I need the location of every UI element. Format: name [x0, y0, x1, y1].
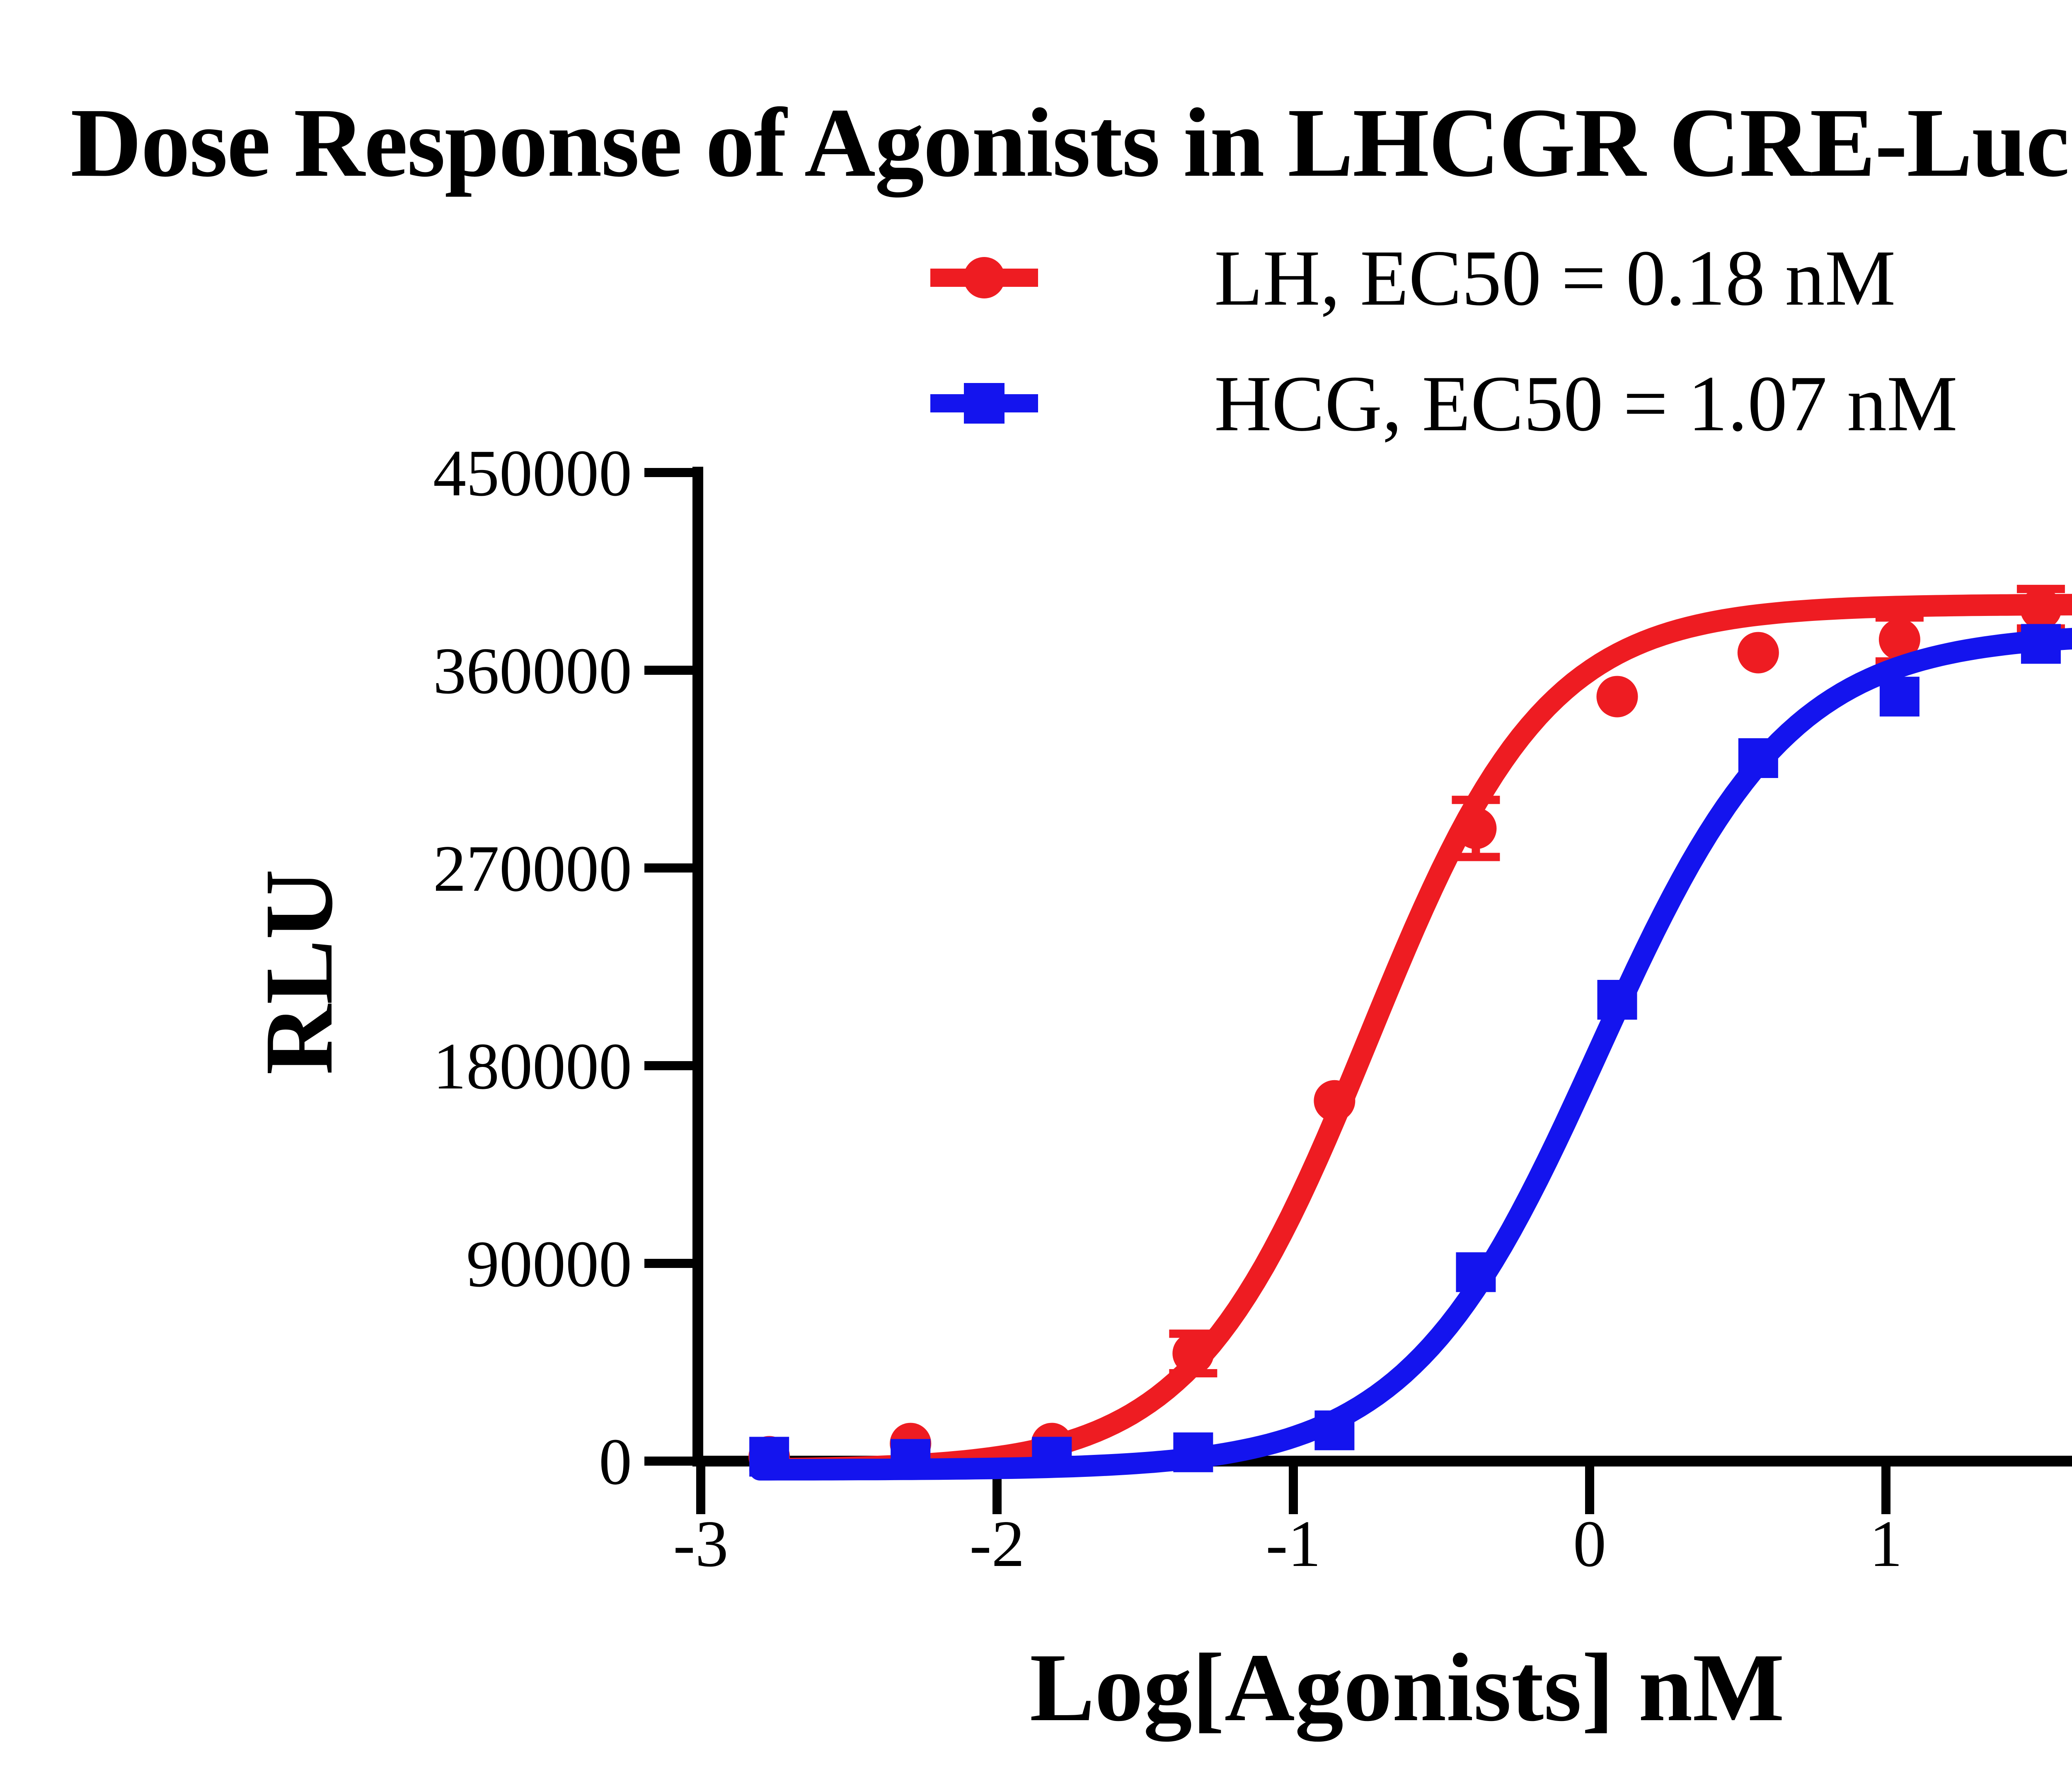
- y-tick-label: 0: [599, 1425, 632, 1498]
- hcg-data-point: [1456, 1252, 1496, 1292]
- lh-data-point: [1172, 1333, 1214, 1374]
- x-tick-label: 1: [1869, 1507, 1903, 1580]
- hcg-data-point: [1879, 676, 1920, 717]
- x-axis-title: Log[Agonists] nM: [1030, 1634, 1784, 1742]
- lh-data-point: [1878, 618, 1920, 660]
- hcg-data-point: [1032, 1437, 1072, 1477]
- lh-fit-curve: [758, 594, 2072, 1480]
- y-tick-label: 270000: [433, 831, 632, 905]
- x-tick-label: 0: [1573, 1507, 1606, 1580]
- chart-title: Dose Response of Agonists in LHCGR CRE-L…: [70, 88, 2072, 197]
- y-tick-label: 90000: [466, 1227, 632, 1301]
- hcg-data-point: [1738, 738, 1778, 778]
- hcg-data-point: [2021, 624, 2061, 664]
- legend-item-hcg: HCG, EC50 = 1.07 nM: [928, 359, 1958, 448]
- hcg-data-point: [1597, 980, 1637, 1020]
- y-axis-line: [692, 467, 703, 1466]
- lh-data-point: [1596, 676, 1638, 717]
- hcg-data-point: [1173, 1432, 1213, 1472]
- y-tick-label: 360000: [433, 634, 632, 708]
- y-tick-label: 180000: [433, 1029, 632, 1103]
- x-tick-label: -2: [969, 1507, 1024, 1580]
- hcg-data-point: [749, 1437, 789, 1477]
- lh-data-point: [1455, 807, 1497, 849]
- hcg-data-point: [1314, 1410, 1355, 1450]
- x-tick-label: -1: [1266, 1507, 1321, 1580]
- lh-data-point: [2020, 588, 2062, 630]
- hcg-legend-marker-icon: [930, 383, 1038, 424]
- hcg-fit-curve: [749, 628, 2072, 1481]
- y-tick-label: 450000: [433, 436, 632, 510]
- legend-item-lh: LH, EC50 = 0.18 nM: [928, 234, 1895, 322]
- x-tick-label: -3: [673, 1507, 728, 1580]
- y-axis-title: RLU: [245, 869, 353, 1075]
- lh-data-point: [1737, 632, 1779, 674]
- lh-legend-marker-icon: [930, 257, 1038, 298]
- legend-label-hcg: HCG, EC50 = 1.07 nM: [1214, 359, 1958, 448]
- legend-label-lh: LH, EC50 = 0.18 nM: [1214, 233, 1896, 322]
- lh-data-point: [1314, 1080, 1356, 1122]
- hcg-data-point: [891, 1439, 931, 1479]
